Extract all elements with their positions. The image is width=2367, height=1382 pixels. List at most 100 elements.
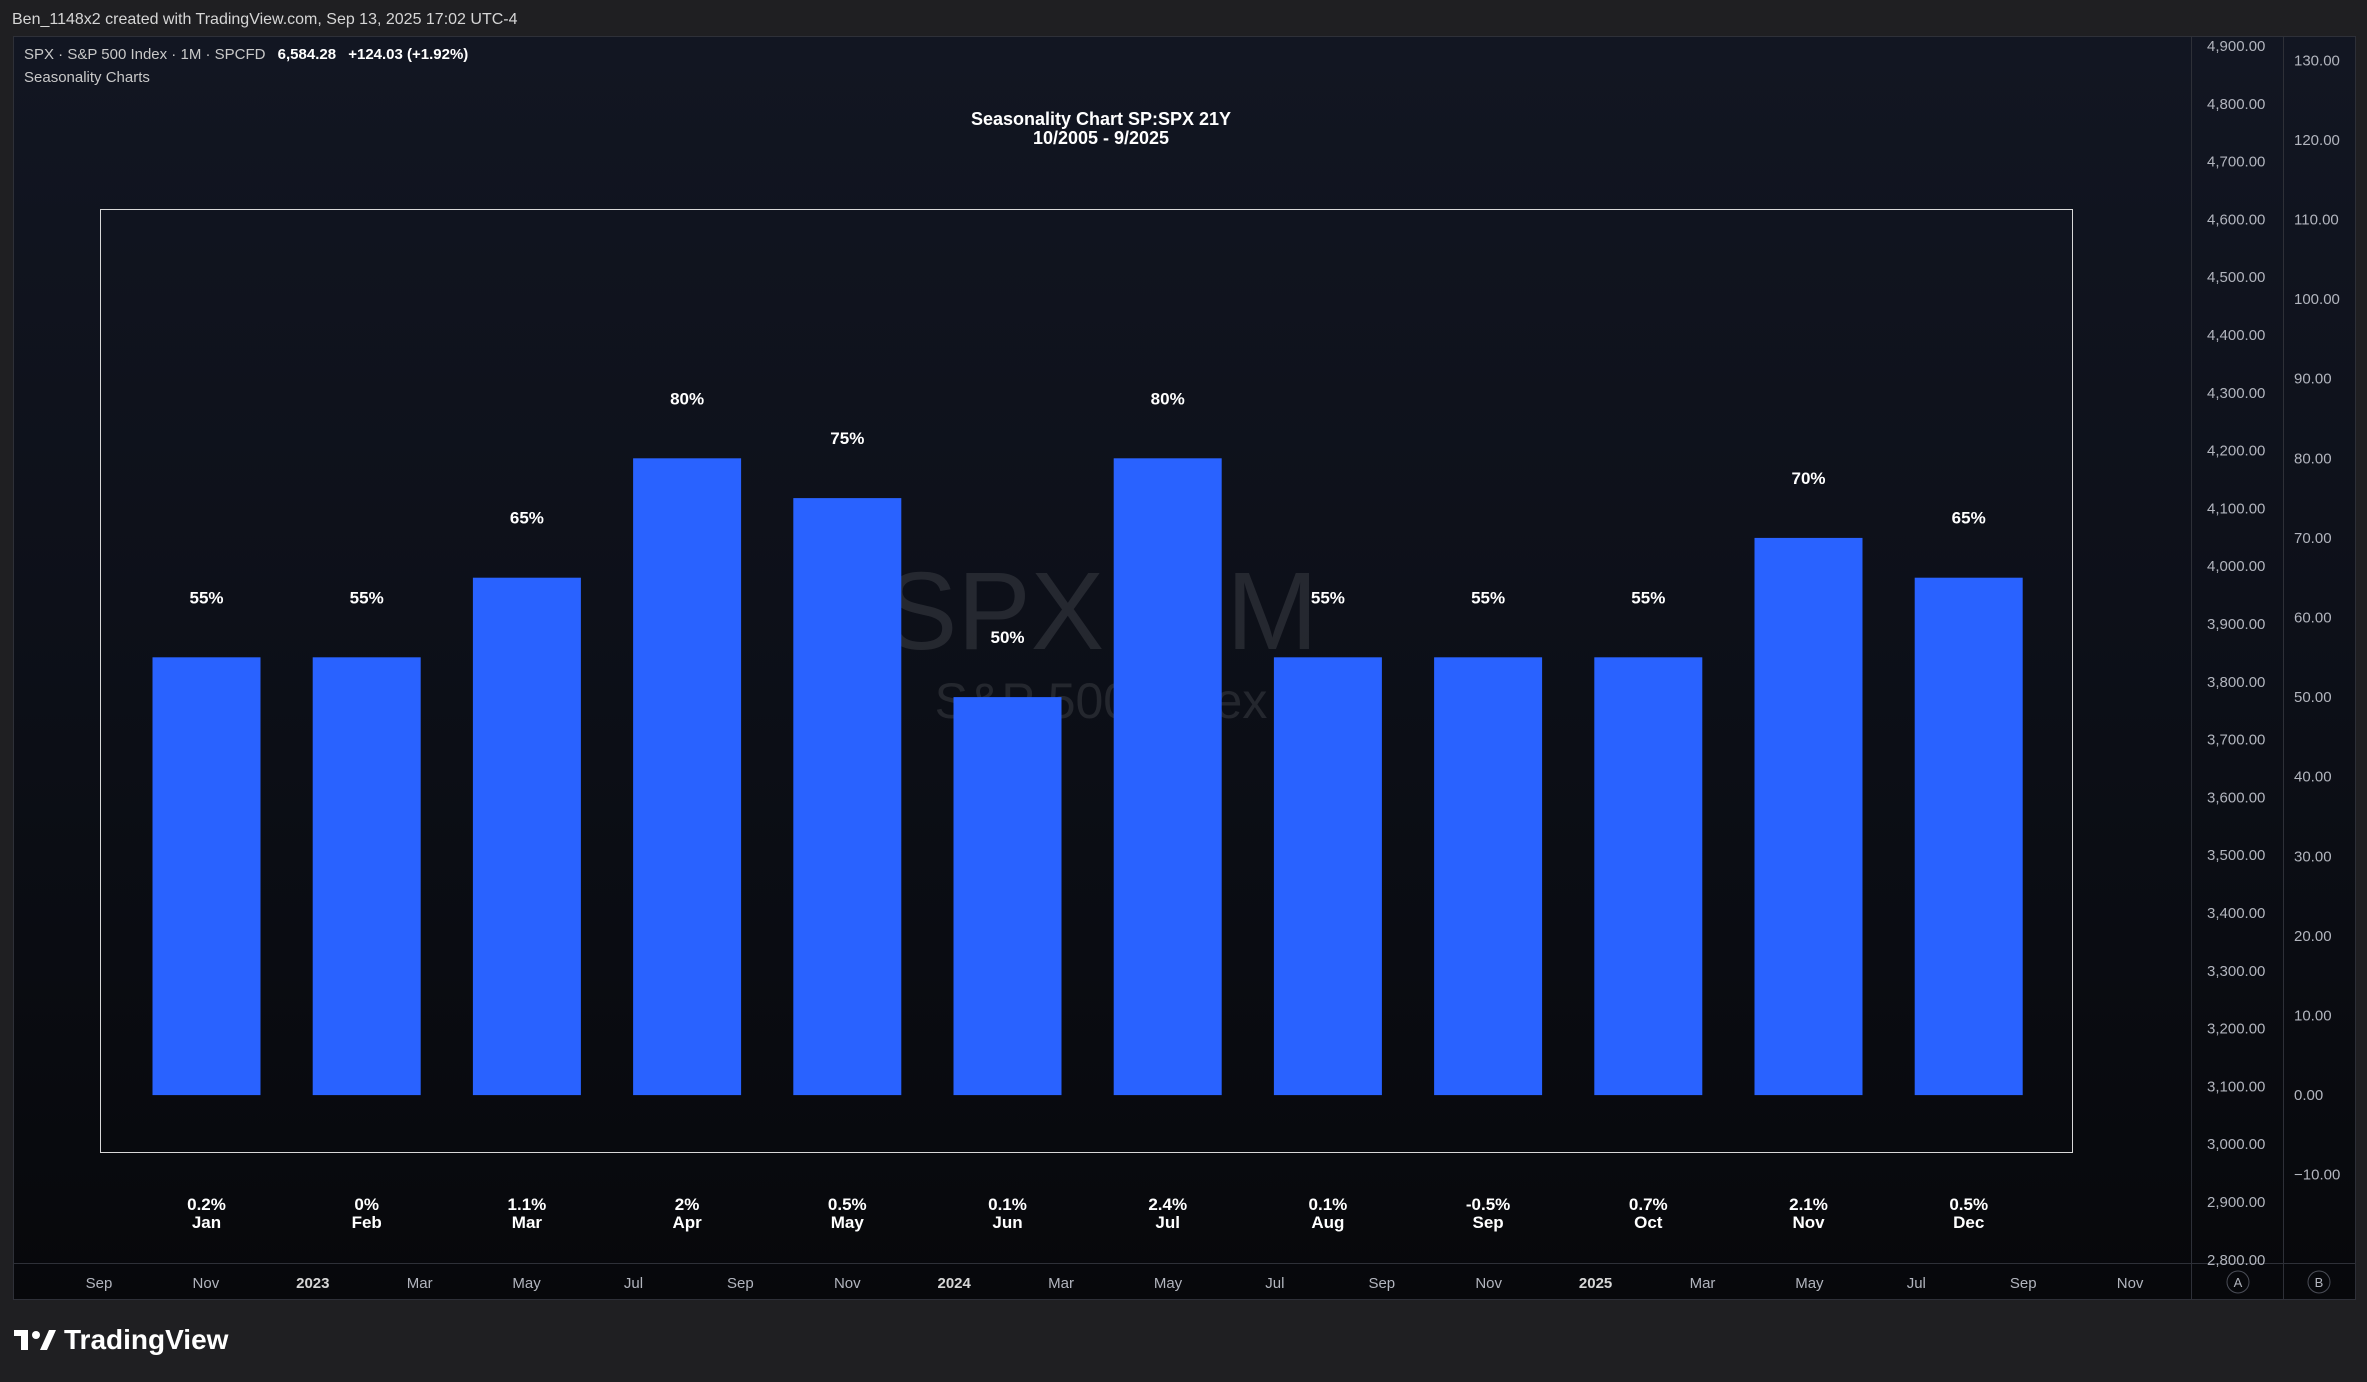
avg-return-label: 1.1% — [508, 1195, 547, 1214]
time-axis-label: Sep — [1368, 1275, 1395, 1292]
month-label: Feb — [352, 1213, 382, 1232]
bar-may[interactable] — [793, 498, 902, 1096]
price-axis-label: 3,000.00 — [2207, 1136, 2265, 1153]
value-axis-label: 100.00 — [2294, 291, 2340, 308]
tradingview-logo[interactable]: TradingView — [14, 1324, 228, 1356]
price-axis-label: 4,400.00 — [2207, 327, 2265, 344]
month-label: Nov — [1792, 1213, 1825, 1232]
scale-button-a[interactable] — [2226, 1270, 2250, 1294]
price-axis-label: 3,200.00 — [2207, 1021, 2265, 1038]
chart-frame[interactable]: SPX, 1M S&P 500 Index 4,900.00 4,800.00 4,70… — [13, 36, 2356, 1300]
price-axis-label: 4,700.00 — [2207, 154, 2265, 171]
indicator-name[interactable]: Seasonality Charts — [24, 69, 150, 86]
price-axis-label: 4,300.00 — [2207, 385, 2265, 402]
bar-oct[interactable] — [1594, 657, 1703, 1096]
indicator-legend[interactable]: Seasonality Charts — [24, 69, 158, 86]
last-price: 6,584.28 — [277, 46, 337, 63]
bar-dec[interactable] — [1914, 577, 2023, 1096]
time-axis-label: Nov — [193, 1275, 220, 1292]
price-axis-label: 2,900.00 — [2207, 1194, 2265, 1211]
value-axis-label: −10.00 — [2294, 1167, 2340, 1184]
price-axis-label: 3,900.00 — [2207, 616, 2265, 633]
avg-return-label: 0.2% — [187, 1195, 226, 1214]
scale-button-label: B — [2315, 1275, 2324, 1290]
symbol-description[interactable]: SPX · S&P 500 Index · 1M · SPCFD — [24, 46, 266, 63]
bar-apr[interactable] — [633, 458, 742, 1096]
month-label: Jul — [1155, 1213, 1180, 1232]
avg-return-label: 0.5% — [828, 1195, 867, 1214]
price-axis-label: 3,500.00 — [2207, 847, 2265, 864]
value-axis-label: 30.00 — [2294, 848, 2332, 865]
bar-value-label: 55% — [1311, 588, 1345, 607]
month-label: May — [831, 1213, 865, 1232]
price-axis-label: 2,800.00 — [2207, 1252, 2265, 1269]
bar-value-label: 65% — [1952, 509, 1986, 528]
time-axis-label: Nov — [834, 1275, 861, 1292]
time-axis-label: Mar — [1690, 1275, 1716, 1292]
bar-value-label: 55% — [1471, 588, 1505, 607]
time-axis-label: 2025 — [1579, 1275, 1612, 1292]
value-axis-label: 40.00 — [2294, 769, 2332, 786]
value-axis-label: 10.00 — [2294, 1008, 2332, 1025]
time-axis-label: 2023 — [296, 1275, 329, 1292]
price-axis-label: 4,600.00 — [2207, 211, 2265, 228]
bar-nov[interactable] — [1754, 537, 1863, 1096]
month-label: Aug — [1311, 1213, 1344, 1232]
value-axis-label: 0.00 — [2294, 1087, 2323, 1104]
value-axis-label: 110.00 — [2294, 212, 2339, 229]
chart-title: Seasonality Chart SP:SPX 21Y — [970, 109, 1232, 129]
bar-value-label: 70% — [1791, 469, 1825, 488]
bar-value-label: 75% — [830, 429, 864, 448]
price-axis-label: 4,500.00 — [2207, 269, 2265, 286]
bar-value-label: 55% — [350, 588, 384, 607]
top-bar: Ben_1148x2 created with TradingView.com,… — [0, 0, 2367, 36]
seasonality-table-box — [100, 209, 2073, 1153]
symbol-legend[interactable]: SPX · S&P 500 Index · 1M · SPCFD 6,584.2… — [24, 46, 476, 63]
bar-value-label: 55% — [189, 588, 223, 607]
month-label: Jun — [992, 1213, 1022, 1232]
bar-sep[interactable] — [1434, 657, 1543, 1096]
bar-value-label: 55% — [1631, 588, 1665, 607]
value-axis-label: 120.00 — [2294, 132, 2340, 149]
scale-button-b[interactable] — [2307, 1270, 2331, 1294]
bar-jul[interactable] — [1113, 458, 1222, 1096]
time-axis-label: Jul — [1907, 1275, 1926, 1292]
time-axis-label: Sep — [2010, 1275, 2037, 1292]
value-axis-label: 80.00 — [2294, 450, 2332, 467]
time-axis-label: May — [1795, 1275, 1824, 1292]
chart-svg[interactable]: SPX, 1MS&P 500 Index4,900.004,800.004,70… — [14, 37, 2356, 1300]
month-label: Jan — [192, 1213, 221, 1232]
month-label: Dec — [1953, 1213, 1984, 1232]
value-axis-label: 70.00 — [2294, 530, 2332, 547]
avg-return-label: 2% — [675, 1195, 700, 1214]
time-axis-label: 2024 — [938, 1275, 972, 1292]
time-axis-label: Mar — [407, 1275, 433, 1292]
value-axis-label: 60.00 — [2294, 610, 2332, 627]
price-axis-label: 4,900.00 — [2207, 38, 2265, 55]
price-axis-label: 3,100.00 — [2207, 1078, 2265, 1095]
price-axis-label: 4,000.00 — [2207, 558, 2265, 575]
avg-return-label: 2.1% — [1789, 1195, 1828, 1214]
bar-feb[interactable] — [312, 657, 421, 1096]
time-axis-label: May — [1154, 1275, 1183, 1292]
price-change: +124.03 (+1.92%) — [348, 46, 469, 63]
footer: TradingView — [0, 1300, 2367, 1382]
avg-return-label: 0% — [354, 1195, 379, 1214]
brand-name: TradingView — [64, 1324, 229, 1355]
time-axis-label: Sep — [86, 1275, 113, 1292]
bar-aug[interactable] — [1273, 657, 1382, 1096]
month-label: Oct — [1634, 1213, 1663, 1232]
value-axis-label: 90.00 — [2294, 371, 2332, 388]
bar-value-label: 80% — [1151, 389, 1185, 408]
bar-jun[interactable] — [953, 697, 1062, 1096]
bar-jan[interactable] — [152, 657, 261, 1096]
time-axis-label: Nov — [2117, 1275, 2144, 1292]
bar-mar[interactable] — [472, 577, 581, 1096]
avg-return-label: 0.7% — [1629, 1195, 1668, 1214]
value-axis-label: 130.00 — [2294, 52, 2340, 69]
time-axis-label: May — [512, 1275, 541, 1292]
bar-value-label: 65% — [510, 509, 544, 528]
price-axis-label: 4,100.00 — [2207, 500, 2265, 517]
avg-return-label: 2.4% — [1148, 1195, 1187, 1214]
avg-return-label: 0.1% — [988, 1195, 1027, 1214]
